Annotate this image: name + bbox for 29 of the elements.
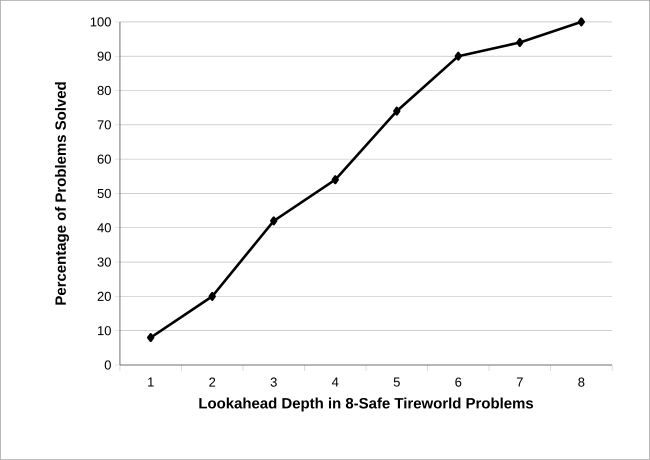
y-tick-label: 60 [98,154,111,164]
x-tick-label: 8 [578,378,584,387]
point [270,216,278,226]
y-tick-label: 100 [90,17,111,27]
y-tick-label: 70 [98,120,111,130]
point [332,175,339,184]
point [516,38,524,47]
x-tick-label: 1 [148,378,154,386]
y-tick-label: 50 [98,188,111,198]
x-tick-label: 7 [516,378,523,386]
point [578,17,586,26]
x-tick-label: 6 [455,378,462,387]
point [454,52,462,61]
x-tick-label: 4 [332,378,338,386]
x-tick-label: 5 [394,378,400,387]
x-tick-label: 2 [209,378,216,387]
point [208,292,216,301]
y-tick-label: 40 [97,223,111,232]
y-tick-label: 20 [98,292,111,301]
x-axis-title: Lookahead Depth in 8-Safe Tireworld Problems [199,398,534,412]
y-axis-title: Percentage of Problems Solved [54,82,69,305]
y-tick-label: 10 [98,326,111,336]
y-tick-label: 90 [98,52,111,61]
point [147,333,154,342]
y-tick-label: 80 [98,86,111,96]
y-tick-label: 30 [98,258,111,267]
y-tick-label: 0 [104,360,111,370]
x-tick-label: 3 [270,378,277,387]
point [393,106,400,116]
